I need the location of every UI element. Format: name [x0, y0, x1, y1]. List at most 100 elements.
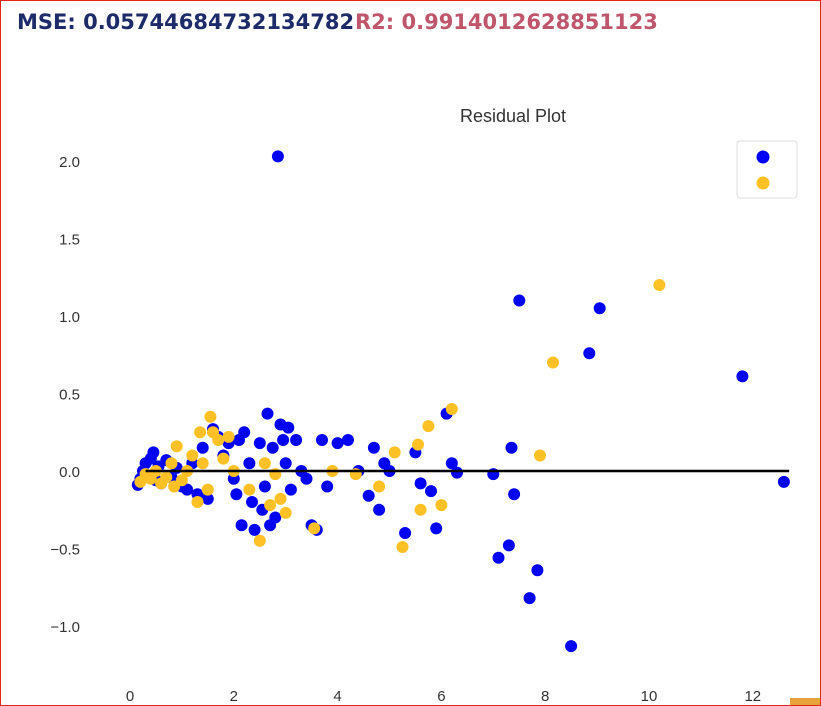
scatter-point-series-1	[513, 294, 526, 307]
scatter-point-series-1	[367, 441, 380, 454]
scatter-point-series-1	[235, 519, 248, 532]
scatter-point-series-2	[217, 452, 230, 465]
scatter-point-series-2	[264, 499, 277, 512]
scatter-point-series-1	[523, 592, 536, 605]
scatter-point-series-1	[583, 347, 596, 360]
x-tick-label: 8	[541, 688, 549, 705]
scatter-point-series-2	[435, 499, 448, 512]
scatter-point-series-1	[258, 480, 271, 493]
scatter-points	[131, 150, 790, 653]
scatter-point-series-2	[534, 449, 546, 462]
scatter-point-series-1	[565, 640, 578, 653]
scatter-point-series-1	[248, 523, 261, 536]
scatter-point-series-1	[253, 437, 266, 450]
scatter-point-series-1	[238, 426, 251, 439]
y-tick-labels: −1.0 −0.5 0.0 0.5 1.0 1.5 2.0	[50, 154, 80, 636]
scatter-point-series-1	[284, 483, 297, 496]
legend	[736, 140, 798, 199]
legend-marker-series-2	[756, 176, 770, 190]
scatter-point-series-2	[653, 279, 666, 291]
scatter-point-series-1	[425, 485, 437, 498]
scatter-point-series-2	[160, 471, 173, 484]
scatter-point-series-1	[246, 496, 258, 508]
scatter-point-series-1	[266, 441, 279, 454]
legend-box	[736, 140, 798, 199]
y-tick-label: 0.5	[59, 387, 80, 404]
x-tick-label: 6	[437, 688, 445, 705]
x-tick-label: 10	[641, 688, 658, 705]
scatter-point-series-1	[201, 492, 214, 505]
scatter-point-series-2	[194, 426, 207, 439]
scatter-point-series-1	[777, 475, 790, 488]
scatter-point-series-2	[396, 541, 409, 553]
scatter-point-series-1	[181, 483, 194, 496]
scatter-point-series-1	[279, 457, 292, 470]
scatter-point-series-1	[399, 527, 412, 539]
scatter-point-series-2	[422, 420, 435, 433]
scatter-point-series-2	[258, 457, 271, 470]
scatter-point-series-1	[373, 503, 386, 516]
scatter-point-series-2	[165, 457, 178, 470]
scatter-point-series-1	[451, 466, 463, 479]
y-tick-label: 0.0	[59, 464, 80, 481]
scatter-point-series-2	[175, 474, 188, 487]
x-tick-label: 12	[744, 688, 761, 705]
scatter-point-series-2	[222, 430, 235, 443]
scatter-point-series-2	[274, 492, 287, 505]
scatter-point-series-1	[531, 564, 544, 577]
scatter-point-series-1	[321, 480, 334, 493]
scatter-point-series-2	[201, 483, 214, 496]
scatter-point-series-2	[547, 356, 559, 369]
scatter-point-series-2	[186, 449, 199, 462]
scatter-point-series-2	[279, 506, 292, 519]
scatter-point-series-1	[271, 150, 284, 163]
scatter-point-series-1	[147, 446, 160, 459]
scatter-point-series-2	[445, 403, 458, 415]
scatter-point-series-1	[342, 434, 354, 446]
scatter-point-series-1	[261, 407, 274, 420]
scatter-point-series-1	[445, 457, 458, 470]
x-tick-labels: 0 2 4 6 8 10 12	[126, 688, 761, 705]
scatter-point-series-2	[308, 522, 321, 535]
y-tick-label: −1.0	[50, 619, 80, 636]
scatter-point-series-1	[282, 421, 295, 434]
y-tick-label: 1.0	[59, 309, 80, 326]
mse-metric: MSE: 0.05744684732134782	[17, 10, 355, 34]
scatter-point-series-1	[269, 511, 282, 524]
x-tick-label: 0	[126, 688, 134, 705]
legend-marker-series-1	[756, 150, 770, 164]
scatter-point-series-1	[505, 441, 518, 454]
scatter-point-series-2	[212, 434, 225, 446]
y-tick-label: 1.5	[59, 232, 80, 249]
scatter-point-series-2	[412, 438, 424, 451]
scatter-point-series-1	[316, 434, 328, 446]
scatter-point-series-2	[191, 496, 204, 508]
chart-title: Residual Plot	[460, 106, 566, 126]
x-tick-label: 4	[333, 688, 341, 705]
scatter-point-series-1	[331, 437, 344, 450]
scatter-point-series-1	[508, 488, 521, 501]
y-tick-label: −0.5	[50, 542, 80, 559]
scatter-point-series-2	[243, 483, 256, 496]
scatter-point-series-2	[253, 534, 266, 547]
scatter-point-series-2	[414, 503, 427, 516]
scatter-point-series-1	[593, 302, 606, 315]
y-tick-label: 2.0	[59, 154, 80, 171]
scatter-point-series-2	[204, 410, 217, 423]
scatter-point-series-1	[430, 522, 443, 535]
scatter-point-series-2	[170, 440, 183, 453]
scatter-point-series-1	[300, 472, 313, 485]
scatter-point-series-2	[373, 480, 386, 493]
scatter-point-series-1	[492, 551, 505, 564]
scatter-point-series-1	[277, 434, 290, 446]
scatter-point-series-2	[196, 457, 209, 470]
scatter-point-series-1	[230, 488, 243, 501]
scatter-point-series-2	[388, 446, 401, 459]
scatter-point-series-1	[362, 489, 375, 502]
r2-metric: R2: 0.9914012628851123	[355, 10, 658, 34]
scatter-point-series-1	[736, 370, 749, 383]
scatter-point-series-1	[414, 477, 427, 490]
x-tick-label: 2	[230, 688, 238, 705]
